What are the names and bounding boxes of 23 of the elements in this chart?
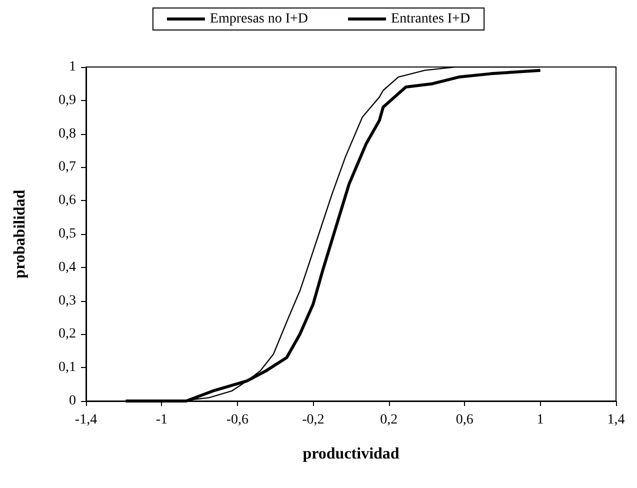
y-tick-label: 0,9 [58,92,76,108]
legend-label: Empresas no I+D [210,12,308,26]
x-axis-title: productividad [302,446,400,462]
y-tick-label: 0 [69,394,76,408]
y-tick-label: 0,1 [58,360,76,376]
x-tick-label: -1 [156,412,168,428]
y-tick-label: 0,4 [58,260,76,275]
x-tick-label: -0,6 [226,412,249,428]
x-tick-label: 1,4 [607,412,625,428]
y-tick-label: 0,7 [58,160,76,175]
y-axis-title: probabilidad [12,190,28,278]
y-tick-label: 0,8 [58,126,76,142]
x-tick-label: 1 [536,412,544,428]
x-tick-label: -0,2 [302,412,324,428]
y-tick-label: 1 [69,60,76,74]
y-tick-label: 0,2 [58,326,76,342]
x-tick-label: -1,4 [74,412,98,428]
legend-label: Entrantes I+D [391,12,470,26]
x-tick-label: 0,6 [456,412,474,428]
y-tick-label: 0,6 [58,193,76,208]
x-tick-label: 0,2 [380,412,398,428]
y-tick-label: 0,5 [58,226,76,242]
y-tick-label: 0,3 [58,293,76,308]
